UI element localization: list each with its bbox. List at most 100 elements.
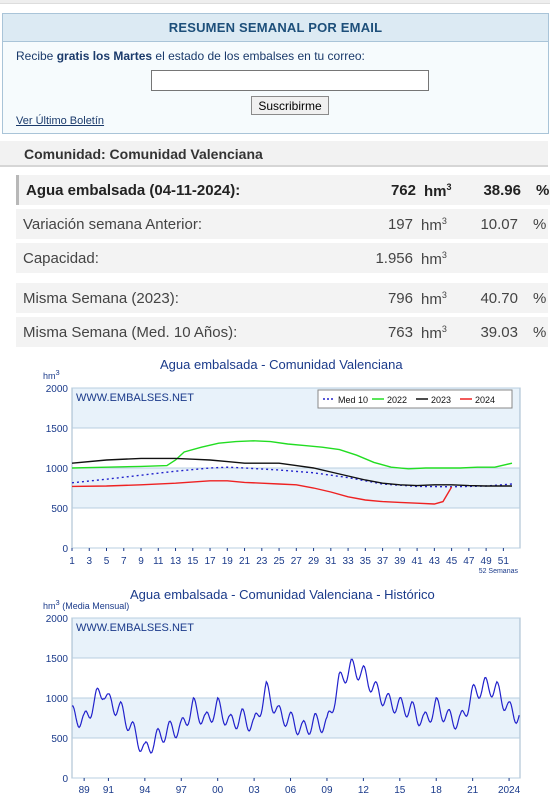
y-tick-label: 2000 <box>46 614 69 625</box>
x-tick-label: 35 <box>360 556 372 567</box>
x-tick-label: 41 <box>412 556 424 567</box>
chart-band <box>72 428 520 468</box>
last-bulletin-link[interactable]: Ver Último Boletín <box>16 115 105 127</box>
chart-band <box>72 618 520 658</box>
x-tick-label: 15 <box>187 556 199 567</box>
series-line-2024 <box>71 480 453 505</box>
x-tick-label: 89 <box>79 785 91 796</box>
y-tick-label: 1000 <box>46 464 69 475</box>
stat-value: 197 <box>387 216 413 233</box>
x-tick-label: 23 <box>256 556 268 567</box>
chart-band <box>72 738 520 778</box>
chart1-title: Agua embalsada - Comunidad Valenciana <box>160 357 403 372</box>
subscribe-button[interactable]: Suscribirme <box>251 96 329 115</box>
x-tick-label: 94 <box>139 785 151 796</box>
stat-row-variation: Variación semana Anterior: 197 hm3 10.07… <box>16 209 548 239</box>
y-tick-label: 0 <box>62 774 68 785</box>
stat-percent: 39.03 <box>480 324 518 341</box>
x-tick-label: 27 <box>291 556 303 567</box>
stat-percent: 40.70 <box>480 290 518 307</box>
x-tick-label: 39 <box>394 556 406 567</box>
y-tick-label: 1500 <box>46 654 69 665</box>
stat-value: 1.956 <box>375 250 413 267</box>
x-tick-label: 00 <box>212 785 224 796</box>
email-subscription-box: RESUMEN SEMANAL POR EMAIL Recibe gratis … <box>2 13 549 134</box>
x-tick-label: 97 <box>176 785 188 796</box>
x-tick-label: 91 <box>103 785 115 796</box>
x-tick-label: 33 <box>343 556 355 567</box>
x-axis-note: 52 Semanas <box>479 568 519 575</box>
x-tick-label: 15 <box>394 785 406 796</box>
watermark: WWW.EMBALSES.NET <box>76 622 194 634</box>
community-heading: Comunidad: Comunidad Valenciana <box>0 141 548 167</box>
x-tick-label: 9 <box>138 556 144 567</box>
x-tick-label: 09 <box>321 785 333 796</box>
x-tick-label: 43 <box>429 556 441 567</box>
stat-unit: hm3 <box>421 216 447 234</box>
chart-band <box>72 508 520 548</box>
stat-percent-symbol: % <box>533 216 547 233</box>
chart2-ylabel: hm3 (Media Mensual) <box>43 598 130 611</box>
x-tick-label: 7 <box>121 556 127 567</box>
x-tick-label: 13 <box>170 556 182 567</box>
x-tick-label: 11 <box>153 556 164 567</box>
description-prefix: Recibe <box>16 49 54 63</box>
chart-band <box>72 468 520 508</box>
legend-label: 2022 <box>387 395 407 405</box>
x-tick-label: 5 <box>104 556 110 567</box>
stat-label: Agua embalsada (04-11-2024): <box>26 182 241 199</box>
stat-label: Misma Semana (2023): <box>23 290 179 307</box>
email-box-header: RESUMEN SEMANAL POR EMAIL <box>3 14 548 42</box>
y-tick-label: 1000 <box>46 694 69 705</box>
stat-unit: hm3 <box>421 290 447 308</box>
x-tick-label: 17 <box>204 556 216 567</box>
stat-row-capacity: Capacidad: 1.956 hm3 <box>16 243 548 273</box>
x-tick-label: 2024 <box>498 785 521 796</box>
stat-percent: 38.96 <box>483 182 521 199</box>
x-tick-label: 03 <box>249 785 261 796</box>
stat-value: 763 <box>387 324 413 341</box>
y-tick-label: 500 <box>51 504 68 515</box>
email-input[interactable] <box>151 70 429 91</box>
email-box-description: Recibe gratis los Martes el estado de lo… <box>16 49 365 63</box>
y-tick-label: 0 <box>62 544 68 555</box>
x-tick-label: 51 <box>498 556 510 567</box>
legend-box <box>317 389 513 409</box>
stat-row-same-week-2023: Misma Semana (2023): 796 hm3 40.70 % <box>16 283 548 313</box>
x-tick-label: 37 <box>377 556 389 567</box>
stat-label: Variación semana Anterior: <box>23 216 202 233</box>
legend-label: 2024 <box>475 395 495 405</box>
chart2-title: Agua embalsada - Comunidad Valenciana - … <box>130 587 435 602</box>
stat-percent-symbol: % <box>533 324 547 341</box>
x-tick-label: 06 <box>285 785 297 796</box>
x-tick-label: 49 <box>481 556 493 567</box>
stat-percent-symbol: % <box>533 290 547 307</box>
top-border <box>0 0 550 4</box>
description-bold: gratis los Martes <box>56 49 153 63</box>
watermark: WWW.EMBALSES.NET <box>76 392 194 404</box>
x-tick-label: 25 <box>273 556 285 567</box>
x-tick-label: 21 <box>467 785 479 796</box>
stat-percent: 10.07 <box>480 216 518 233</box>
x-tick-label: 3 <box>86 556 92 567</box>
series-line-2022 <box>71 440 513 470</box>
legend-label: Med 10 <box>338 395 368 405</box>
x-tick-label: 29 <box>308 556 320 567</box>
x-tick-label: 47 <box>463 556 475 567</box>
chart1-ylabel: hm3 <box>43 368 60 381</box>
x-tick-label: 45 <box>446 556 458 567</box>
stat-row-same-week-avg10: Misma Semana (Med. 10 Años): 763 hm3 39.… <box>16 317 548 347</box>
y-tick-label: 1500 <box>46 424 69 435</box>
y-tick-label: 500 <box>51 734 68 745</box>
stat-value: 762 <box>390 182 416 199</box>
series-line-historic <box>71 658 520 754</box>
community-label: Comunidad: Comunidad Valenciana <box>24 146 263 162</box>
series-line-med-10 <box>71 466 513 488</box>
legend-label: 2023 <box>431 395 451 405</box>
stat-label: Misma Semana (Med. 10 Años): <box>23 324 238 341</box>
description-suffix: el estado de los embalses en tu correo: <box>155 49 365 63</box>
stat-row-current: Agua embalsada (04-11-2024): 762 hm3 38.… <box>16 175 550 205</box>
x-tick-label: 18 <box>431 785 443 796</box>
